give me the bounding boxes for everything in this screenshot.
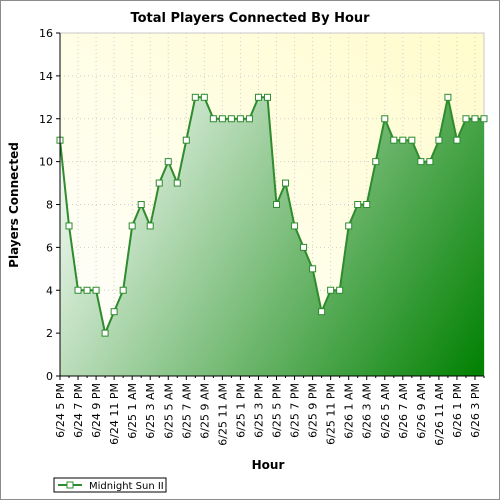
x-tick-label: 6/26 1 PM — [451, 383, 464, 438]
data-point — [155, 179, 163, 187]
data-point — [291, 222, 299, 230]
data-point — [263, 93, 271, 101]
y-tick-label: 14 — [39, 70, 53, 83]
x-tick-label: 6/24 7 PM — [72, 383, 85, 438]
x-tick-label: 6/25 9 AM — [198, 383, 211, 439]
y-tick-label: 16 — [39, 27, 53, 40]
data-point — [453, 136, 461, 144]
y-tick-label: 6 — [46, 241, 53, 254]
series-area-midnight-sun-ii — [60, 97, 484, 376]
data-point — [110, 308, 118, 316]
data-point — [245, 115, 253, 123]
legend-box — [53, 477, 167, 493]
data-point — [381, 115, 389, 123]
x-tick-label: 6/25 1 PM — [234, 383, 247, 438]
x-axis-ticks: 6/24 5 PM 6/24 7 PM 6/24 9 PM 6/24 11 PM 6/2… — [54, 376, 485, 446]
chart-title: Total Players Connected By Hour — [130, 11, 370, 26]
legend-label: Midnight Sun II — [89, 481, 164, 492]
y-tick-label: 4 — [46, 284, 53, 297]
x-tick-label: 6/25 9 PM — [307, 383, 320, 438]
data-point — [128, 222, 136, 230]
y-tick-label: 8 — [46, 199, 53, 212]
x-tick-label: 6/26 7 AM — [397, 383, 410, 439]
x-tick-label: 6/24 5 PM — [54, 383, 67, 438]
y-axis-ticks: 0 2 4 6 8 10 12 14 16 — [39, 27, 60, 383]
data-point — [471, 115, 479, 123]
data-point — [435, 136, 443, 144]
x-tick-label: 6/25 5 AM — [162, 383, 175, 439]
data-point — [399, 136, 407, 144]
data-point — [74, 286, 82, 294]
data-point — [236, 115, 244, 123]
x-tick-label: 6/25 11 PM — [325, 383, 338, 445]
data-point — [282, 179, 290, 187]
x-tick-label: 6/26 9 AM — [415, 383, 428, 439]
legend: Midnight Sun II — [53, 477, 167, 493]
x-tick-label: 6/25 11 AM — [216, 383, 229, 446]
x-tick-label: 6/25 7 PM — [289, 383, 302, 438]
x-tick-label: 6/25 7 AM — [180, 383, 193, 439]
data-point — [65, 222, 73, 230]
data-point — [83, 286, 91, 294]
data-point — [218, 115, 226, 123]
data-point — [92, 286, 100, 294]
data-point — [462, 115, 470, 123]
data-point — [354, 201, 362, 208]
data-point — [137, 201, 145, 208]
data-point — [327, 286, 335, 294]
y-tick-label: 0 — [46, 370, 53, 383]
x-axis-title: Hour — [252, 458, 285, 472]
data-point — [119, 286, 127, 294]
data-point — [191, 93, 199, 101]
x-tick-label: 6/25 3 PM — [252, 383, 265, 438]
data-point — [200, 93, 208, 101]
data-point — [173, 179, 181, 187]
x-tick-label: 6/26 1 AM — [343, 383, 356, 439]
data-point — [182, 136, 190, 144]
data-point — [426, 158, 434, 166]
x-tick-label: 6/26 3 PM — [469, 383, 482, 438]
data-point — [164, 158, 172, 166]
data-point — [101, 329, 109, 337]
data-point — [480, 115, 488, 123]
data-point — [300, 243, 308, 251]
y-tick-label: 2 — [46, 327, 53, 340]
x-tick-label: 6/26 5 AM — [379, 383, 392, 439]
data-point — [417, 158, 425, 166]
x-tick-label: 6/25 3 AM — [144, 383, 157, 439]
data-point — [254, 93, 262, 101]
series-line-midnight-sun-ii — [59, 96, 484, 337]
data-point — [408, 136, 416, 144]
data-point — [336, 286, 344, 294]
data-point — [273, 201, 281, 208]
data-point — [372, 158, 380, 166]
data-point — [390, 136, 398, 144]
x-tick-label: 6/25 5 PM — [271, 383, 284, 438]
x-tick-label: 6/26 11 AM — [433, 383, 446, 446]
data-point — [444, 93, 452, 101]
data-point — [345, 222, 353, 230]
y-tick-label: 12 — [39, 113, 53, 126]
x-tick-label: 6/24 9 PM — [90, 383, 103, 438]
legend-swatch-marker — [66, 481, 74, 489]
x-tick-label: 6/25 1 AM — [126, 383, 139, 439]
data-point — [309, 265, 317, 273]
data-point — [209, 115, 217, 123]
data-point — [146, 222, 154, 230]
y-tick-label: 10 — [39, 156, 53, 169]
y-axis-title: Players Connected — [7, 142, 21, 268]
data-point — [318, 308, 326, 316]
data-point — [227, 115, 235, 123]
data-point — [363, 201, 371, 208]
x-tick-label: 6/26 3 AM — [361, 383, 374, 439]
x-tick-label: 6/24 11 PM — [108, 383, 121, 445]
